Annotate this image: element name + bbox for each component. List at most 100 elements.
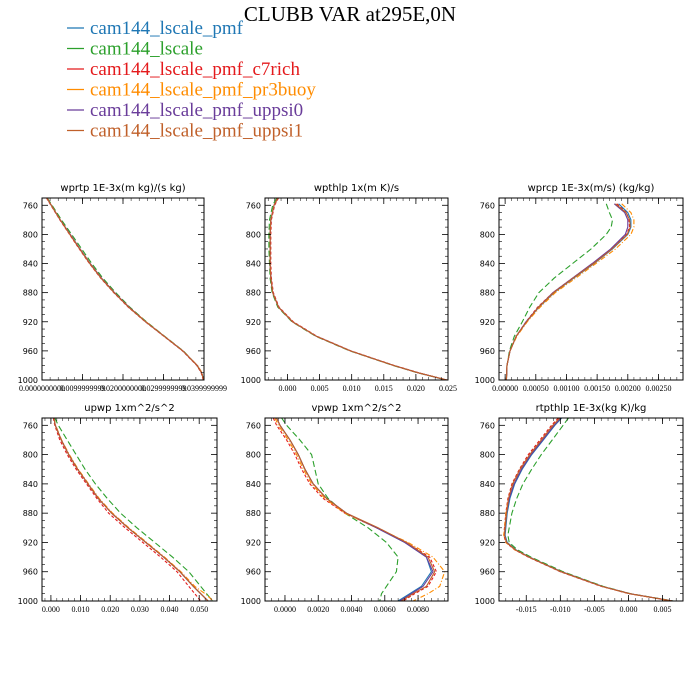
xtick-label: 0.000 — [619, 605, 637, 614]
series-line-cam144_lscale_pmf_pr3buoy — [53, 418, 214, 601]
xtick-label: 0.00250 — [645, 384, 671, 393]
ytick-label: 800 — [246, 451, 261, 460]
ytick-label: 960 — [246, 568, 261, 577]
ytick-label: 1000 — [18, 597, 38, 606]
xtick-label: 0.050 — [190, 605, 208, 614]
ytick-label: 760 — [480, 421, 495, 430]
series-line-cam144_lscale — [46, 198, 204, 380]
xtick-label: 0.00100 — [553, 384, 579, 393]
panel-4-frame — [41, 417, 218, 602]
legend-entry-cam144_lscale_pmf_c7rich: cam144_lscale_pmf_c7rich — [90, 59, 300, 80]
ytick-label: 840 — [23, 480, 38, 489]
legend-entry-cam144_lscale_pmf_uppsi0: cam144_lscale_pmf_uppsi0 — [90, 100, 303, 121]
ytick-label: 920 — [480, 538, 495, 547]
ytick-label: 760 — [23, 421, 38, 430]
panel-3-title: wprcp 1E-3x(m/s) (kg/kg) — [528, 183, 655, 194]
xtick-label: 0.025 — [439, 384, 457, 393]
series-line-cam144_lscale — [54, 418, 214, 601]
ytick-label: 920 — [23, 538, 38, 547]
xtick-label: 0.040 — [161, 605, 179, 614]
ytick-label: 760 — [23, 201, 38, 210]
series-line-cam144_lscale_pmf_pr3buoy — [505, 203, 635, 380]
panels: wprtp 1E-3x(m kg)/(s kg) 760 800 840 880 920 9… — [18, 183, 684, 614]
panel-3-frame — [498, 197, 684, 381]
legend-entry-cam144_lscale_pmf: cam144_lscale_pmf — [90, 18, 244, 39]
xtick-label: 0.000 — [278, 384, 296, 393]
series-line-cam144_lscale_pmf_c7rich — [270, 198, 447, 380]
legend-entry-cam144_lscale: cam144_lscale — [90, 39, 203, 60]
series-line-cam144_lscale_pmf_uppsi0 — [269, 198, 447, 380]
legend-entry-cam144_lscale_pmf_uppsi1: cam144_lscale_pmf_uppsi1 — [90, 121, 303, 142]
xtick-label: 0.00050 — [523, 384, 549, 393]
ytick-label: 760 — [246, 421, 261, 430]
series-line-cam144_lscale_pmf_uppsi1 — [276, 418, 436, 601]
xtick-label: 0.030 — [131, 605, 149, 614]
ytick-label: 880 — [480, 289, 495, 298]
panel-4-series — [52, 418, 214, 601]
ytick-label: 840 — [480, 480, 495, 489]
panel-5: vpwp 1xm^2/s^2 760 800 840 880 920 960 1000 0.00… — [241, 403, 449, 614]
ytick-label: 920 — [246, 538, 261, 547]
ytick-label: 960 — [246, 347, 261, 356]
panel-4-title: upwp 1xm^2/s^2 — [84, 403, 174, 414]
ytick-label: 880 — [480, 509, 495, 518]
ytick-label: 840 — [246, 260, 261, 269]
ytick-label: 960 — [480, 347, 495, 356]
series-line-cam144_lscale_pmf_uppsi1 — [46, 198, 204, 380]
ytick-label: 880 — [23, 509, 38, 518]
series-line-cam144_lscale_pmf_c7rich — [52, 418, 202, 601]
series-line-cam144_lscale_pmf — [504, 418, 673, 601]
xtick-label: 0.020 — [101, 605, 119, 614]
series-line-cam144_lscale_pmf_pr3buoy — [274, 418, 446, 601]
ytick-label: 1000 — [241, 597, 261, 606]
series-line-cam144_lscale_pmf_c7rich — [46, 198, 204, 380]
panel-2: wpthlp 1x(m K)/s 760 800 840 880 920 960 1000 0.… — [241, 183, 457, 393]
series-line-cam144_lscale_pmf_c7rich — [505, 203, 631, 380]
xtick-label: 0.0399999999 — [181, 384, 227, 393]
panel-2-frame — [264, 197, 449, 381]
xtick-label: 0.0060 — [374, 605, 396, 614]
xtick-label: 0.0099999999 — [60, 384, 106, 393]
panel-1-title: wprtp 1E-3x(m kg)/(s kg) — [60, 183, 185, 194]
panel-5-series — [272, 418, 446, 601]
xtick-label: 0.000 — [42, 605, 60, 614]
series-line-cam144_lscale — [505, 203, 614, 380]
series-line-cam144_lscale_pmf — [53, 418, 209, 601]
xtick-label: 0.00000 — [492, 384, 518, 393]
ytick-label: 1000 — [475, 597, 495, 606]
series-line-cam144_lscale_pmf_uppsi0 — [53, 418, 209, 601]
panel-6-frame — [498, 417, 684, 602]
ytick-label: 760 — [480, 201, 495, 210]
ytick-label: 920 — [246, 318, 261, 327]
xtick-label: 0.0000000000 — [19, 384, 65, 393]
ytick-label: 960 — [23, 568, 38, 577]
xtick-label: 0.0020 — [307, 605, 329, 614]
xtick-label: 0.00150 — [584, 384, 610, 393]
series-line-cam144_lscale_pmf_uppsi1 — [53, 418, 209, 601]
ytick-label: 760 — [246, 201, 261, 210]
ytick-label: 800 — [246, 230, 261, 239]
ytick-label: 840 — [246, 480, 261, 489]
xtick-label: 0.0040 — [341, 605, 363, 614]
panel-4: upwp 1xm^2/s^2 760 800 840 880 920 960 1000 0.00… — [18, 403, 218, 614]
panel-6: rtpthlp 1E-3x(kg K)/kg 760 800 840 880 920 960… — [475, 403, 684, 614]
series-line-cam144_lscale_pmf_uppsi1 — [503, 418, 673, 601]
series-line-cam144_lscale_pmf_c7rich — [272, 418, 438, 601]
series-line-cam144_lscale — [507, 418, 674, 601]
ytick-label: 880 — [246, 289, 261, 298]
ytick-label: 840 — [480, 260, 495, 269]
xtick-label: -0.005 — [584, 605, 605, 614]
ytick-label: 880 — [246, 509, 261, 518]
panel-2-title: wpthlp 1x(m K)/s — [314, 183, 399, 194]
series-line-cam144_lscale_pmf_uppsi0 — [503, 418, 673, 601]
series-line-cam144_lscale_pmf — [269, 198, 447, 380]
ytick-label: 800 — [23, 230, 38, 239]
ytick-label: 800 — [23, 451, 38, 460]
xtick-label: 0.0200000000 — [100, 384, 146, 393]
series-line-cam144_lscale — [268, 198, 447, 380]
series-line-cam144_lscale_pmf_c7rich — [503, 418, 673, 601]
series-line-cam144_lscale_pmf_uppsi0 — [46, 198, 204, 380]
ytick-label: 1000 — [18, 376, 38, 385]
ytick-label: 840 — [23, 260, 38, 269]
